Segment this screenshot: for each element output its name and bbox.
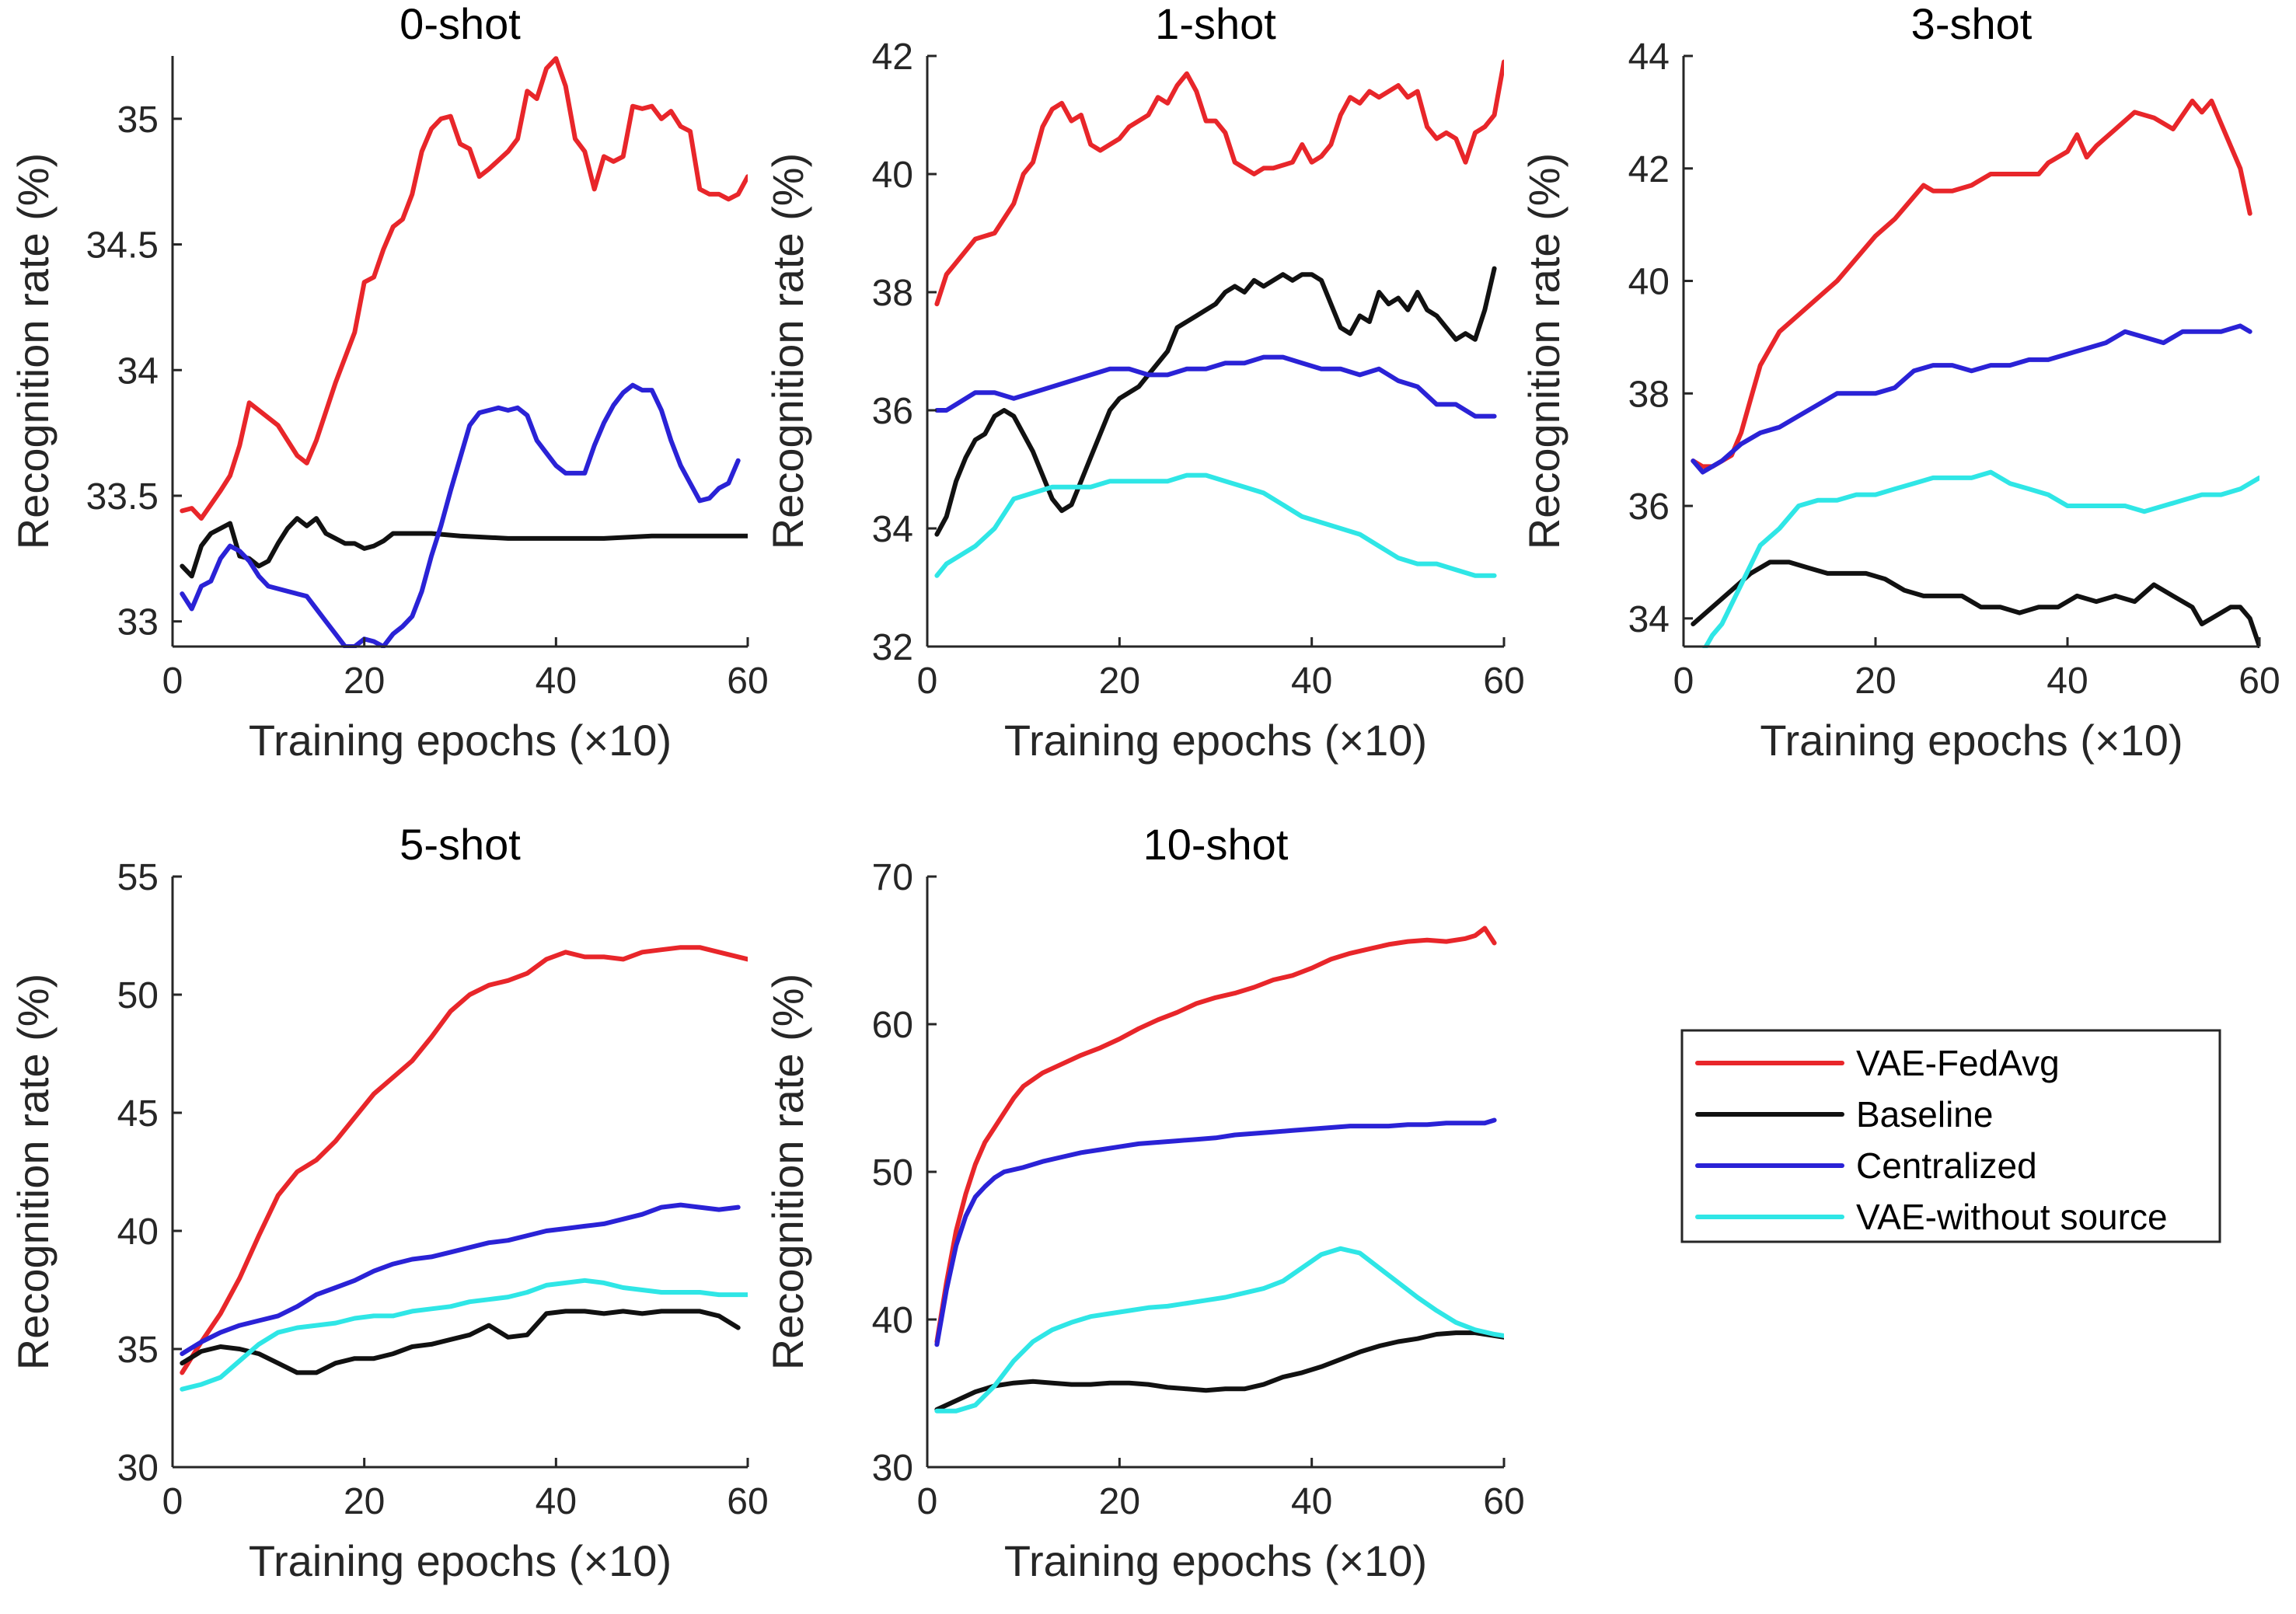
y-tick-label: 50 — [872, 1152, 913, 1194]
series-line-centralized — [1691, 323, 2252, 475]
y-axis-label: Recognition rate (%) — [1520, 153, 1568, 549]
x-tick-label: 0 — [162, 1481, 183, 1522]
y-axis-label: Recognition rate (%) — [9, 153, 58, 549]
y-tick-label: 34 — [872, 509, 913, 550]
y-axis-label: Recognition rate (%) — [9, 974, 58, 1370]
series-line-baseline — [180, 1309, 741, 1375]
y-tick-label: 34 — [117, 350, 159, 392]
series-line-baseline — [180, 516, 748, 579]
y-tick-label: 42 — [1628, 149, 1670, 190]
chart-title: 10-shot — [1143, 820, 1289, 869]
series-line-vae-without-source — [1702, 469, 2259, 648]
y-tick-label: 36 — [872, 391, 913, 432]
x-tick-label: 20 — [1855, 661, 1896, 702]
chart-panel-5-shot: 0 20 40 60 30 35 40 45 50 55 5-shot Training epoc… — [9, 820, 769, 1585]
y-tick-label: 33 — [117, 602, 159, 643]
series-line-baseline — [934, 266, 1497, 537]
y-tick-label: 30 — [872, 1448, 913, 1489]
legend: VAE-FedAvg Baseline Centralized VAE-with… — [1680, 1029, 2221, 1243]
x-tick-label: 20 — [1099, 1481, 1140, 1522]
series-line-vae-fedavg — [180, 945, 748, 1375]
chart-panel-3-shot: 0 20 40 60 34 36 38 40 42 44 3-shot Training epoc… — [1520, 0, 2280, 765]
y-tick-label: 35 — [117, 99, 159, 141]
x-tick-label: 60 — [2238, 661, 2280, 702]
series-line-centralized — [180, 382, 741, 648]
legend-label-vae-fedavg: VAE-FedAvg — [1856, 1043, 2060, 1083]
y-tick-label: 34.5 — [86, 225, 159, 267]
chart-title: 5-shot — [400, 820, 521, 869]
x-tick-label: 40 — [536, 1481, 577, 1522]
x-axis-label: Training epochs (×10) — [249, 1536, 672, 1585]
x-tick-label: 20 — [344, 1481, 385, 1522]
x-tick-label: 60 — [727, 661, 768, 702]
y-tick-label: 40 — [1628, 262, 1670, 303]
y-tick-label: 40 — [117, 1211, 159, 1253]
x-tick-label: 40 — [536, 661, 577, 702]
chart-title: 1-shot — [1155, 0, 1276, 48]
legend-label-baseline: Baseline — [1856, 1094, 1993, 1135]
x-tick-label: 0 — [1673, 661, 1694, 702]
series-line-centralized — [934, 1117, 1497, 1347]
x-tick-label: 60 — [1483, 1481, 1524, 1522]
legend-box — [1680, 1029, 2221, 1243]
x-axis-label: Training epochs (×10) — [1760, 716, 2183, 765]
y-axis-label: Recognition rate (%) — [763, 974, 812, 1370]
series-line-baseline — [934, 1330, 1504, 1412]
y-tick-label: 45 — [117, 1093, 159, 1135]
chart-panel-0-shot: 0 20 40 60 33 33.5 34 34.5 35 0-shot Training ep… — [9, 0, 769, 765]
x-axis-label: Training epochs (×10) — [1004, 716, 1427, 765]
y-tick-label: 60 — [872, 1005, 913, 1046]
y-tick-label: 70 — [872, 857, 913, 898]
y-tick-label: 38 — [872, 273, 913, 314]
legend-label-centralized: Centralized — [1856, 1145, 2037, 1186]
x-tick-label: 60 — [727, 1481, 768, 1522]
x-axis-label: Training epochs (×10) — [1004, 1536, 1427, 1585]
y-tick-label: 40 — [872, 1300, 913, 1341]
y-tick-label: 35 — [117, 1330, 159, 1371]
x-tick-label: 0 — [917, 661, 938, 702]
series-line-vae-without-source — [934, 472, 1497, 578]
y-tick-label: 42 — [872, 37, 913, 78]
y-tick-label: 50 — [117, 975, 159, 1016]
y-tick-label: 38 — [1628, 374, 1670, 415]
chart-panel-10-shot: 0 20 40 60 30 40 50 60 70 10-shot Training epoch… — [763, 820, 1525, 1585]
y-axis-label: Recognition rate (%) — [763, 153, 812, 549]
y-tick-label: 55 — [117, 857, 159, 898]
series-line-vae-fedavg — [1691, 98, 2252, 469]
series-line-vae-without-source — [180, 1278, 748, 1392]
x-tick-label: 40 — [1291, 661, 1332, 702]
x-tick-label: 40 — [1291, 1481, 1332, 1522]
y-tick-label: 44 — [1628, 37, 1670, 78]
x-tick-label: 0 — [917, 1481, 938, 1522]
x-tick-label: 0 — [162, 661, 183, 702]
x-tick-label: 20 — [344, 661, 385, 702]
series-line-centralized — [934, 354, 1497, 419]
series-line-centralized — [180, 1202, 741, 1357]
x-tick-label: 60 — [1483, 661, 1524, 702]
series-line-baseline — [1691, 559, 2259, 648]
x-axis-label: Training epochs (×10) — [249, 716, 672, 765]
y-tick-label: 34 — [1628, 599, 1670, 640]
y-tick-label: 32 — [872, 627, 913, 668]
x-tick-label: 20 — [1099, 661, 1140, 702]
y-tick-label: 30 — [117, 1448, 159, 1489]
legend-label-vae-without-source: VAE-without source — [1856, 1197, 2168, 1237]
chart-title: 0-shot — [400, 0, 521, 48]
y-tick-label: 36 — [1628, 486, 1670, 528]
series-line-vae-without-source — [934, 1246, 1504, 1414]
y-tick-label: 40 — [872, 155, 913, 196]
series-line-vae-fedavg — [934, 59, 1504, 307]
series-line-vae-fedavg — [180, 56, 748, 521]
chart-title: 3-shot — [1911, 0, 2033, 48]
x-tick-label: 40 — [2047, 661, 2088, 702]
y-tick-label: 33.5 — [86, 476, 159, 518]
chart-panel-1-shot: 0 20 40 60 32 34 36 38 40 42 1-shot Training epoc… — [763, 0, 1525, 765]
series-line-vae-fedavg — [934, 926, 1497, 1344]
